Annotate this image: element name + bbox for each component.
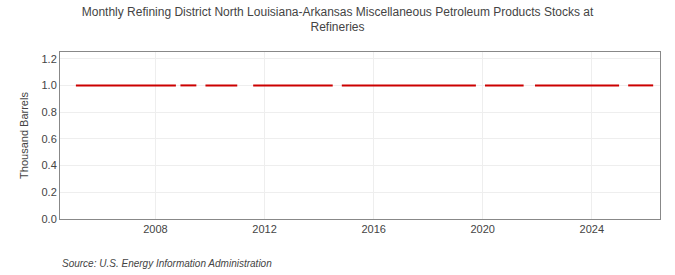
svg-text:1.0: 1.0 — [42, 79, 57, 91]
svg-text:0.4: 0.4 — [42, 159, 57, 171]
svg-text:Thousand Barrels: Thousand Barrels — [18, 92, 30, 179]
svg-text:2008: 2008 — [143, 223, 167, 235]
svg-text:2024: 2024 — [580, 223, 604, 235]
svg-text:0.2: 0.2 — [42, 186, 57, 198]
svg-text:0.8: 0.8 — [42, 106, 57, 118]
svg-text:2016: 2016 — [361, 223, 385, 235]
svg-text:Source: U.S. Energy Informatio: Source: U.S. Energy Information Administ… — [62, 258, 272, 269]
svg-text:0.6: 0.6 — [42, 133, 57, 145]
svg-text:1.2: 1.2 — [42, 53, 57, 65]
svg-text:Monthly Refining District Nort: Monthly Refining District North Louisian… — [82, 5, 594, 35]
svg-text:2012: 2012 — [252, 223, 276, 235]
svg-text:2020: 2020 — [470, 223, 494, 235]
svg-text:0.0: 0.0 — [42, 213, 57, 225]
